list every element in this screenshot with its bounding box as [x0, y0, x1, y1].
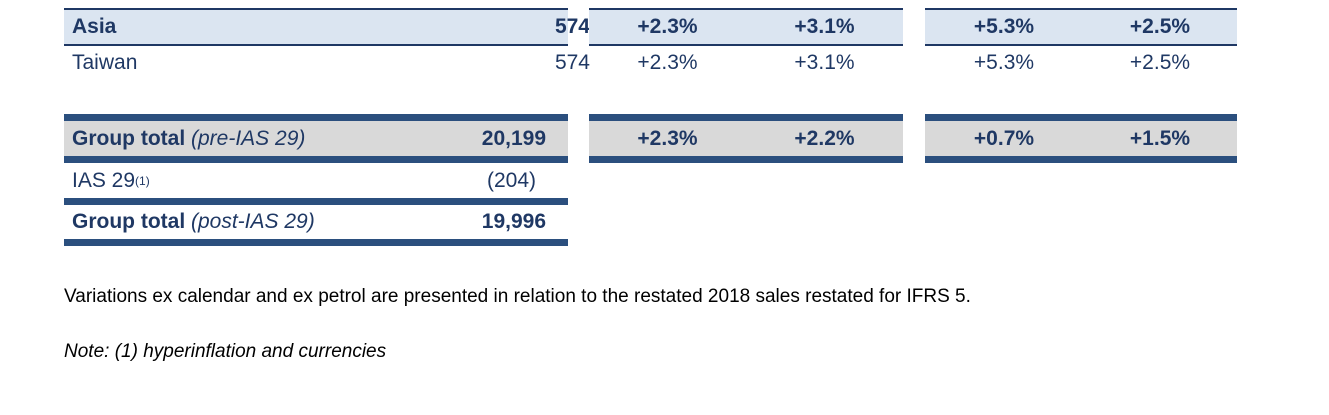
table-row-asia: Asia 574: [64, 10, 590, 44]
row-label-text: IAS 29: [72, 169, 136, 192]
growth-cell: +2.2%: [794, 126, 855, 150]
growth-cell: +2.5%: [1129, 51, 1191, 74]
section-bar: [64, 198, 568, 205]
row-divider: [925, 8, 1237, 10]
section-bar: [925, 156, 1237, 163]
growth-cell: +0.7%: [973, 126, 1035, 150]
row-label-text: Group total: [72, 210, 186, 233]
row-label-text: Group total: [72, 126, 186, 150]
table-row-group-total-post: Group total (post-IAS 29) 19,996: [64, 205, 568, 239]
growth-cell: +3.1%: [794, 51, 855, 74]
growth-cell: +2.3%: [637, 15, 698, 38]
row-value: 20,199: [481, 126, 546, 150]
table-row-taiwan: +2.3% +3.1%: [589, 46, 903, 80]
table-row-ias29: IAS 29 (1) (204): [64, 164, 568, 198]
section-bar: [589, 114, 903, 121]
growth-cell: +5.3%: [973, 15, 1035, 38]
row-value: 19,996: [481, 210, 546, 233]
row-value: (204): [486, 169, 536, 192]
row-label: IAS 29 (1): [72, 164, 150, 198]
table-row-group-total-pre: +0.7% +1.5%: [925, 121, 1237, 156]
table-row-taiwan: Taiwan 574: [64, 46, 590, 80]
growth-cell: +2.5%: [1129, 15, 1191, 38]
row-value: 574: [554, 15, 590, 38]
footnote-ref: (1): [135, 174, 150, 188]
row-label: Group total (post-IAS 29): [72, 205, 315, 239]
row-label-qualifier: (post-IAS 29): [191, 210, 315, 233]
row-divider: [589, 44, 903, 46]
growth-cell: +2.3%: [637, 51, 698, 74]
section-bar: [64, 114, 568, 121]
row-divider: [925, 44, 1237, 46]
table-row-asia: +5.3% +2.5%: [925, 10, 1237, 44]
section-bar: [64, 239, 568, 246]
note-footnote: Note: (1) hyperinflation and currencies: [64, 341, 387, 362]
row-divider: [589, 8, 903, 10]
section-bar: [64, 156, 568, 163]
growth-cell: +5.3%: [973, 51, 1035, 74]
variations-footnote: Variations ex calendar and ex petrol are…: [64, 286, 971, 307]
row-label: Group total (pre-IAS 29): [72, 121, 305, 156]
growth-cell: +1.5%: [1129, 126, 1191, 150]
row-divider: [64, 8, 568, 10]
row-divider: [64, 44, 568, 46]
row-label: Asia: [72, 15, 117, 38]
growth-cell: +2.3%: [637, 126, 698, 150]
table-row-asia: +2.3% +3.1%: [589, 10, 903, 44]
row-label-qualifier: (pre-IAS 29): [191, 126, 306, 150]
row-value: 574: [554, 51, 590, 74]
table-row-taiwan: +5.3% +2.5%: [925, 46, 1237, 80]
table-row-group-total-pre: +2.3% +2.2%: [589, 121, 903, 156]
section-bar: [925, 114, 1237, 121]
growth-cell: +3.1%: [794, 15, 855, 38]
row-label: Taiwan: [72, 51, 138, 74]
section-bar: [589, 156, 903, 163]
table-row-group-total-pre: Group total (pre-IAS 29) 20,199: [64, 121, 568, 156]
